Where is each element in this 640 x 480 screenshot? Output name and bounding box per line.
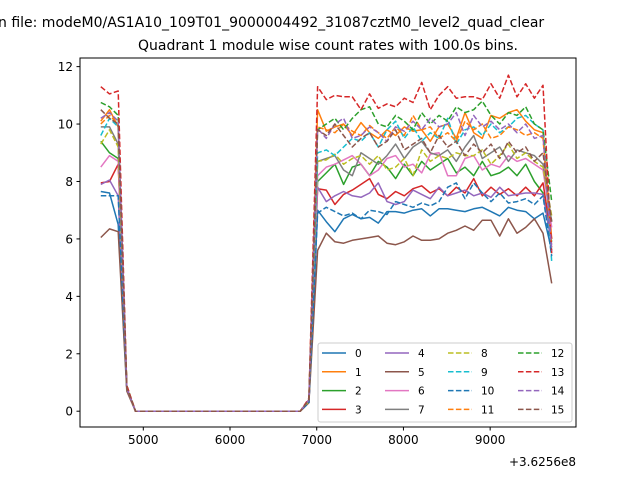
legend-item-9: 9: [448, 367, 488, 379]
x-tick-label: 8000: [388, 433, 419, 447]
legend-label: 1: [355, 367, 362, 379]
legend-label: 15: [551, 404, 564, 416]
x-axis: 5000 6000 7000 8000 9000: [128, 427, 505, 447]
plot-area: [100, 74, 553, 412]
legend-item-4: 4: [385, 348, 425, 360]
x-offset-text: +3.6256e8: [509, 455, 576, 469]
chart-title: Quadrant 1 module wise count rates with …: [138, 38, 518, 54]
legend-item-15: 15: [518, 404, 564, 416]
legend-label: 5: [418, 367, 425, 379]
legend-item-7: 7: [385, 404, 425, 416]
y-tick-label: 6: [65, 232, 73, 246]
legend-label: 10: [481, 386, 494, 398]
legend-item-8: 8: [448, 348, 488, 360]
x-tick-label: 6000: [215, 433, 246, 447]
legend-item-0: 0: [322, 348, 362, 360]
axes-frame: [79, 57, 577, 428]
legend-label: 14: [551, 386, 565, 398]
y-axis: 0 2 4 6 8 10 12: [58, 60, 80, 419]
y-tick-label: 0: [65, 405, 73, 419]
legend-label: 8: [481, 348, 488, 360]
legend-box: [317, 342, 573, 423]
y-tick-label: 8: [65, 175, 73, 189]
legend-item-1: 1: [322, 367, 362, 379]
y-tick-label: 2: [65, 347, 73, 361]
legend-label: 0: [355, 348, 362, 360]
legend-label: 13: [551, 367, 564, 379]
legend-label: 6: [418, 386, 425, 398]
legend-item-10: 10: [448, 386, 494, 398]
series-line-11: [100, 114, 553, 412]
series-line-15: [100, 109, 553, 412]
legend-item-14: 14: [518, 386, 565, 398]
figure-suptitle: n file: modeM0/AS1A10_109T01_9000004492_…: [0, 15, 544, 31]
x-tick-label: 9000: [475, 433, 506, 447]
legend-item-5: 5: [385, 367, 425, 379]
legend-item-6: 6: [385, 386, 425, 398]
y-tick-label: 12: [58, 60, 73, 74]
legend-label: 12: [551, 348, 564, 360]
legend-label: 4: [418, 348, 425, 360]
legend-label: 3: [355, 404, 362, 416]
x-tick-label: 7000: [301, 433, 332, 447]
series-line-14: [100, 111, 553, 412]
legend-label: 9: [481, 367, 488, 379]
legend-label: 7: [418, 404, 425, 416]
legend-item-13: 13: [518, 367, 564, 379]
x-tick-label: 5000: [128, 433, 159, 447]
legend-label: 11: [481, 404, 494, 416]
legend-label: 2: [355, 386, 362, 398]
series-line-10: [100, 182, 553, 412]
legend-item-3: 3: [322, 404, 362, 416]
legend-item-12: 12: [518, 348, 564, 360]
legend-item-2: 2: [322, 386, 362, 398]
y-tick-label: 4: [65, 290, 73, 304]
legend-item-11: 11: [448, 404, 494, 416]
y-tick-label: 10: [58, 118, 73, 132]
